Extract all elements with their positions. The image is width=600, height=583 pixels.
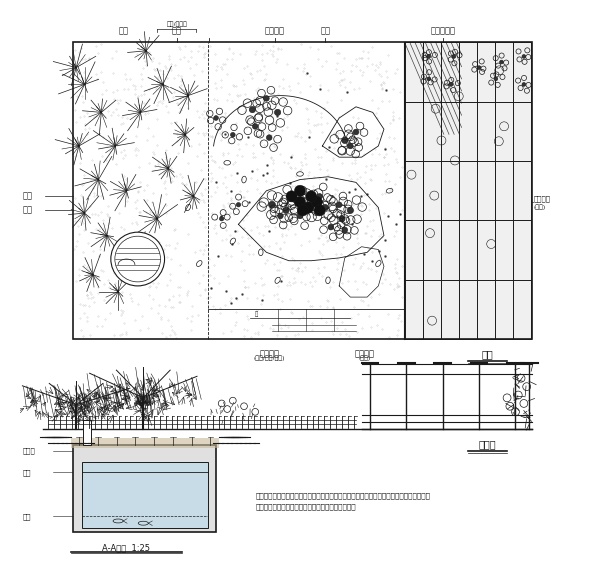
Circle shape	[347, 207, 353, 213]
Circle shape	[269, 201, 275, 208]
Circle shape	[427, 77, 431, 80]
Circle shape	[311, 196, 322, 208]
Text: 石缸花柜: 石缸花柜	[265, 27, 285, 36]
Circle shape	[230, 132, 235, 137]
Text: A-A剖面  1:25: A-A剖面 1:25	[103, 543, 151, 552]
Circle shape	[427, 55, 431, 58]
Circle shape	[295, 196, 305, 208]
Circle shape	[449, 83, 453, 86]
Text: 薔薇: 薔薇	[320, 27, 330, 36]
Circle shape	[111, 232, 164, 286]
Bar	[404, 43, 531, 339]
Circle shape	[317, 194, 322, 199]
Circle shape	[291, 196, 298, 202]
Text: (牡丹/客竹/薹草): (牡丹/客竹/薹草)	[253, 356, 285, 361]
Text: 盆栽植物: 盆栽植物	[355, 349, 374, 358]
Text: 淡竹: 淡竹	[119, 27, 129, 36]
Circle shape	[339, 216, 345, 222]
Bar	[73, 445, 216, 532]
Text: (常春): (常春)	[534, 205, 546, 210]
Circle shape	[342, 227, 347, 233]
Text: 叫: 叫	[255, 311, 259, 317]
Circle shape	[328, 224, 334, 230]
Text: 盆栽: 盆栽	[23, 469, 31, 476]
Bar	[73, 43, 532, 339]
Text: 地被植物: 地被植物	[259, 349, 279, 358]
Text: 鱼缸内布置一个小水景，水从伸出的竹管流入鱼缸形成活水，生动鱼缸的水声成为小环境的
又一景点，而鱼合照引小鸟前来，为空间增添趣味。: 鱼缸内布置一个小水景，水从伸出的竹管流入鱼缸形成活水，生动鱼缸的水声成为小环境的…	[255, 493, 430, 510]
Circle shape	[274, 109, 281, 115]
Text: (桂花): (桂花)	[358, 356, 370, 361]
Circle shape	[303, 202, 314, 213]
Text: 千面: 千面	[482, 349, 493, 359]
Text: 置石: 置石	[172, 27, 182, 36]
Text: 单面木花架: 单面木花架	[430, 27, 455, 36]
Text: 水泵: 水泵	[23, 513, 31, 520]
Text: 竹香: 竹香	[23, 206, 33, 215]
Text: 攀援植物: 攀援植物	[534, 196, 551, 202]
Text: 正立面: 正立面	[479, 438, 496, 449]
Circle shape	[283, 207, 289, 213]
Circle shape	[236, 202, 241, 207]
Circle shape	[214, 115, 218, 120]
Bar	[71, 438, 219, 448]
Circle shape	[297, 213, 303, 219]
Circle shape	[305, 191, 317, 202]
Circle shape	[266, 135, 272, 141]
Circle shape	[263, 96, 269, 101]
Bar	[83, 420, 91, 445]
Circle shape	[522, 83, 526, 86]
Circle shape	[278, 213, 283, 219]
Circle shape	[297, 205, 308, 216]
Circle shape	[249, 107, 256, 113]
Bar	[82, 462, 208, 528]
Circle shape	[452, 55, 456, 58]
Circle shape	[337, 202, 342, 208]
Circle shape	[347, 143, 353, 149]
Circle shape	[253, 124, 258, 129]
Circle shape	[522, 55, 526, 58]
Text: 置石/天然石: 置石/天然石	[166, 21, 187, 27]
Circle shape	[286, 191, 297, 202]
Circle shape	[295, 185, 305, 196]
Text: 鱼缸: 鱼缸	[23, 192, 33, 201]
Circle shape	[220, 216, 224, 221]
Circle shape	[500, 60, 503, 64]
Circle shape	[341, 137, 348, 143]
Circle shape	[353, 129, 359, 135]
Circle shape	[314, 205, 325, 216]
Circle shape	[477, 66, 481, 69]
Text: 种植土: 种植土	[23, 448, 36, 454]
Circle shape	[322, 205, 328, 210]
Circle shape	[494, 77, 498, 80]
Circle shape	[308, 201, 314, 208]
